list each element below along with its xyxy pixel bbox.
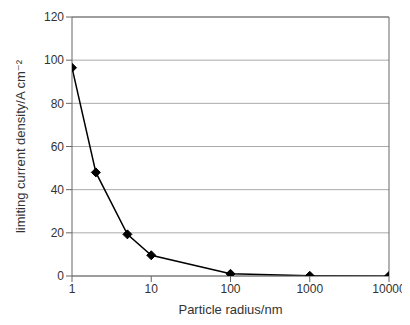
- svg-text:1000: 1000: [296, 282, 323, 296]
- svg-text:100: 100: [220, 282, 240, 296]
- svg-text:40: 40: [51, 183, 65, 197]
- svg-text:80: 80: [51, 97, 65, 111]
- svg-text:10000: 10000: [372, 282, 402, 296]
- svg-text:60: 60: [51, 140, 65, 154]
- svg-text:20: 20: [51, 226, 65, 240]
- svg-text:Particle radius/nm: Particle radius/nm: [178, 302, 282, 317]
- svg-text:10: 10: [145, 282, 159, 296]
- svg-text:0: 0: [57, 269, 64, 283]
- svg-text:1: 1: [69, 282, 76, 296]
- svg-text:100: 100: [44, 53, 64, 67]
- svg-text:limiting current density/A cm⁻: limiting current density/A cm⁻²: [13, 59, 28, 233]
- svg-text:120: 120: [44, 10, 64, 24]
